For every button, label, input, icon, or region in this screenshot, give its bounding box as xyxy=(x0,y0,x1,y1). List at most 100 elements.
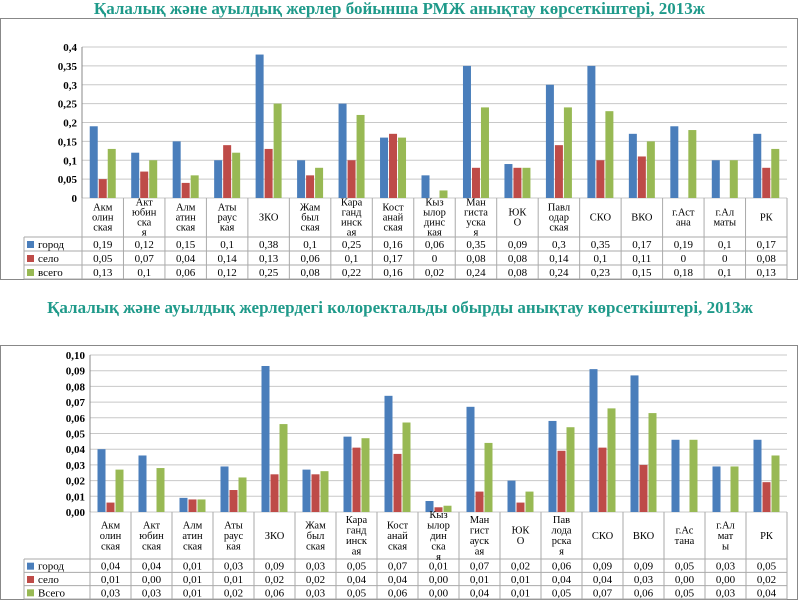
chart2-bar-село-11 xyxy=(516,502,525,512)
chart1-category-label-12: ская xyxy=(549,223,568,234)
chart2-data-label-город-12: 0,06 xyxy=(552,561,572,573)
chart2-category-label-1: олин xyxy=(100,531,122,542)
chart2-bar-город-15 xyxy=(671,439,680,512)
chart1-bar-село-12 xyxy=(554,145,563,198)
chart1-data-label-всего-7: 0,22 xyxy=(342,267,361,279)
chart1-bar-всего-12 xyxy=(563,107,572,198)
chart1-bar-город-3 xyxy=(172,141,181,198)
chart2-data-label-Всего-11: 0,01 xyxy=(511,587,530,599)
chart1-bar-всего-17 xyxy=(771,148,780,198)
chart1-category-label-2: ска xyxy=(137,218,152,229)
chart1-data-label-всего-2: 0,1 xyxy=(137,267,151,279)
chart2-ytick-label: 0,09 xyxy=(66,366,86,378)
chart2-bar-Всего-13 xyxy=(607,408,616,512)
chart1-bar-всего-7 xyxy=(356,114,365,198)
chart2-data-label-город-15: 0,05 xyxy=(675,561,695,573)
chart1-bar-город-4 xyxy=(214,160,223,198)
chart1-bar-город-9 xyxy=(421,175,430,198)
chart1-data-label-город-15: 0,19 xyxy=(674,239,694,251)
chart2-category-label-6: ская xyxy=(306,541,325,552)
chart2-bar-Всего-7 xyxy=(361,438,370,512)
chart2-bar-село-6 xyxy=(311,474,320,512)
chart1-bar-всего-8 xyxy=(398,137,407,198)
chart2-data-label-Всего-10: 0,04 xyxy=(470,587,490,599)
chart1-legend-key-всего xyxy=(27,269,34,276)
chart1-data-label-село-2: 0,07 xyxy=(135,253,155,265)
chart2-data-label-Всего-17: 0,04 xyxy=(757,587,777,599)
chart2-category-label-1: Акм xyxy=(101,520,121,531)
chart1-bar-город-12 xyxy=(545,84,554,198)
chart1-bar-всего-2 xyxy=(149,160,158,198)
chart1-ytick-label: 0,35 xyxy=(58,61,78,73)
chart2-data-label-Всего-4: 0,02 xyxy=(224,587,243,599)
chart1-bar-всего-4 xyxy=(232,152,241,198)
chart1-bar-город-8 xyxy=(380,137,389,198)
chart1-category-label-1: олин xyxy=(92,213,114,224)
chart2-category-label-4: кая xyxy=(226,541,241,552)
chart1-category-label-12: Павл xyxy=(548,203,570,214)
chart1-data-label-всего-1: 0,13 xyxy=(93,267,113,279)
chart1-bar-всего-10 xyxy=(480,107,489,198)
chart1-ytick-label: 0,15 xyxy=(58,136,78,148)
chart2-bar-село-5 xyxy=(270,474,279,512)
chart2-category-label-9: Кыз xyxy=(429,510,447,521)
chart2-bar-село-13 xyxy=(598,447,607,512)
chart1-bar-всего-3 xyxy=(190,175,199,198)
chart2-data-label-село-2: 0,00 xyxy=(142,574,162,586)
chart1-category-label-14: ВКО xyxy=(631,213,653,224)
chart2-category-label-2: ская xyxy=(142,541,161,552)
chart1-data-label-город-5: 0,38 xyxy=(259,239,279,251)
chart1-bar-село-4 xyxy=(223,145,232,198)
chart1-data-label-село-13: 0,1 xyxy=(594,253,608,265)
chart1-data-label-село-9: 0 xyxy=(432,253,438,265)
chart2-bar-село-3 xyxy=(188,499,197,512)
chart1-bar-село-13 xyxy=(596,160,605,198)
chart2-data-label-Всего-13: 0,07 xyxy=(593,587,613,599)
chart2-category-label-15: тана xyxy=(675,536,695,547)
chart1-bar-село-10 xyxy=(471,167,480,198)
chart1-bar-село-17 xyxy=(762,167,771,198)
chart1-bar-город-16 xyxy=(711,160,720,198)
chart2-bar-село-14 xyxy=(639,464,648,512)
chart2-bar-город-17 xyxy=(753,439,762,512)
chart2-bar-город-10 xyxy=(466,406,475,512)
chart2-category-label-5: ЗКО xyxy=(265,531,285,542)
chart1-bar-город-11 xyxy=(504,164,513,198)
chart2-data-label-город-10: 0,07 xyxy=(470,561,490,573)
chart2-bar-город-16 xyxy=(712,466,721,512)
chart1-bar-город-7 xyxy=(338,103,347,198)
chart2-data-label-город-7: 0,05 xyxy=(347,561,367,573)
chart1-bar-всего-16 xyxy=(729,160,738,198)
chart1-category-label-8: Кост xyxy=(382,203,404,214)
chart2-bar-Всего-5 xyxy=(279,424,288,512)
chart2-data-label-село-9: 0,00 xyxy=(429,574,449,586)
chart1-bar-всего-14 xyxy=(646,141,655,198)
chart2-data-label-село-15: 0,00 xyxy=(675,574,695,586)
chart2-data-label-город-1: 0,04 xyxy=(101,561,121,573)
chart1-data-label-всего-15: 0,18 xyxy=(674,267,694,279)
chart2-category-label-9: ылор xyxy=(427,520,450,531)
chart2-bar-город-6 xyxy=(302,469,311,512)
chart1-category-label-6: ская xyxy=(301,223,320,234)
chart1-bar-город-10 xyxy=(462,65,471,198)
chart2-bar-Всего-15 xyxy=(689,439,698,512)
chart2-ytick-label: 0,02 xyxy=(66,476,86,488)
chart2-bar-село-7 xyxy=(352,447,361,512)
chart1-bar-город-6 xyxy=(297,160,306,198)
chart2-legend-label-город: город xyxy=(38,561,64,573)
chart2-data-label-Всего-8: 0,06 xyxy=(388,587,408,599)
chart1-bar-село-6 xyxy=(306,175,315,198)
chart2-bar-Всего-4 xyxy=(238,477,247,512)
chart1-bar-всего-5 xyxy=(273,103,282,198)
chart2-category-label-16: мат xyxy=(718,531,734,542)
chart1-category-label-6: был xyxy=(301,213,319,224)
chart1-data-label-всего-14: 0,15 xyxy=(632,267,652,279)
chart1-category-label-17: РК xyxy=(760,213,774,224)
chart2-bar-город-13 xyxy=(589,369,598,512)
chart1-data-label-город-16: 0,1 xyxy=(718,239,732,251)
chart1-title: Қалалық және ауылдық жерлер бойынша РМЖ … xyxy=(93,0,706,18)
chart2-bar-город-9 xyxy=(425,501,434,512)
chart2-category-label-16: г.Ал xyxy=(716,520,735,531)
chart1-data-label-село-3: 0,04 xyxy=(176,253,196,265)
chart1-data-label-всего-9: 0,02 xyxy=(425,267,444,279)
